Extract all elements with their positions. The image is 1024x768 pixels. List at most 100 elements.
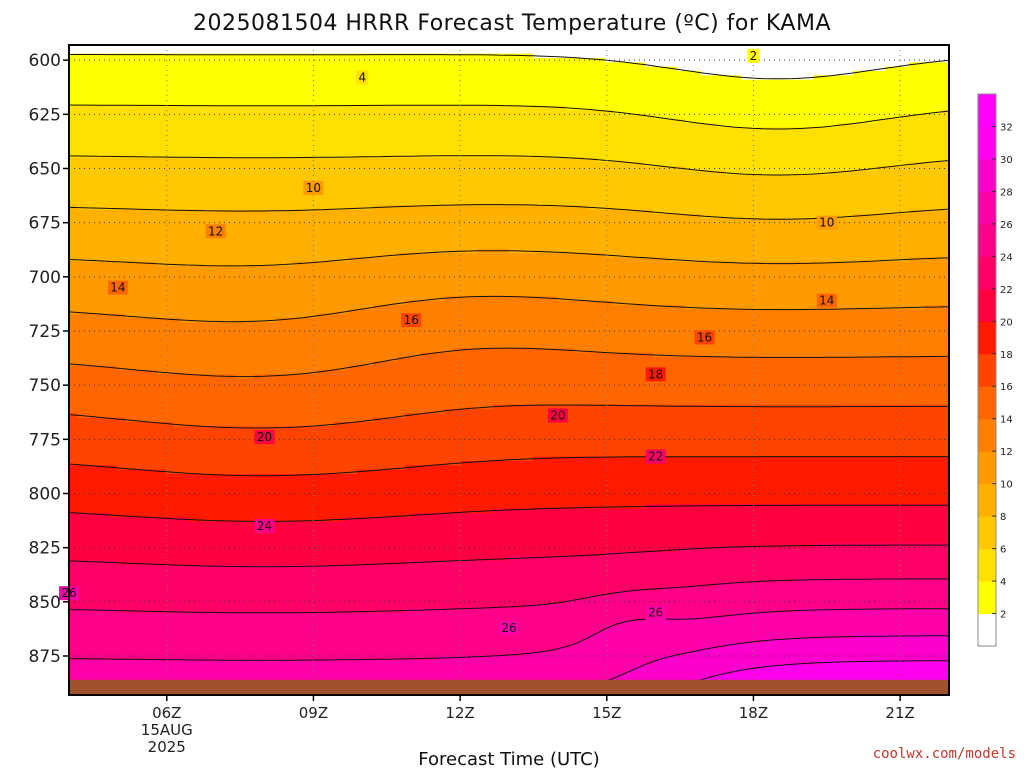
- temperature-cell: [933, 58, 942, 64]
- temperature-cell: [69, 49, 78, 55]
- temperature-cell: [557, 66, 566, 72]
- temperature-cell: [477, 66, 486, 72]
- temperature-cell: [517, 170, 526, 176]
- temperature-cell: [661, 222, 670, 228]
- temperature-cell: [421, 75, 430, 81]
- temperature-cell: [333, 175, 342, 181]
- temperature-cell: [725, 114, 734, 120]
- temperature-cell: [421, 179, 430, 185]
- temperature-cell: [581, 222, 590, 228]
- temperature-cell: [909, 118, 918, 124]
- temperature-cell: [557, 92, 566, 98]
- temperature-cell: [581, 205, 590, 211]
- temperature-cell: [93, 53, 102, 59]
- temperature-cell: [421, 49, 430, 55]
- temperature-cell: [149, 162, 158, 168]
- temperature-cell: [917, 62, 926, 68]
- temperature-cell: [757, 105, 766, 111]
- temperature-cell: [333, 131, 342, 137]
- temperature-cell: [805, 71, 814, 77]
- temperature-cell: [669, 175, 678, 181]
- temperature-cell: [461, 66, 470, 72]
- temperature-cell: [245, 114, 254, 120]
- temperature-cell: [373, 149, 382, 155]
- temperature-cell: [853, 45, 862, 51]
- temperature-cell: [741, 209, 750, 215]
- temperature-cell: [229, 183, 238, 189]
- temperature-cell: [605, 53, 614, 59]
- temperature-cell: [245, 227, 254, 233]
- temperature-cell: [381, 53, 390, 59]
- temperature-cell: [85, 227, 94, 233]
- temperature-cell: [269, 45, 278, 51]
- temperature-cell: [125, 231, 134, 237]
- temperature-cell: [845, 227, 854, 233]
- temperature-cell: [861, 105, 870, 111]
- temperature-cell: [565, 153, 574, 159]
- temperature-cell: [557, 53, 566, 59]
- temperature-cell: [277, 127, 286, 133]
- temperature-cell: [125, 170, 134, 176]
- temperature-cell: [629, 231, 638, 237]
- temperature-cell: [245, 214, 254, 220]
- temperature-cell: [573, 231, 582, 237]
- temperature-cell: [381, 175, 390, 181]
- temperature-cell: [205, 214, 214, 220]
- temperature-cell: [517, 92, 526, 98]
- temperature-cell: [301, 136, 310, 142]
- temperature-cell: [933, 209, 942, 215]
- temperature-cell: [789, 75, 798, 81]
- temperature-cell: [389, 192, 398, 198]
- temperature-cell: [933, 201, 942, 207]
- temperature-cell: [373, 101, 382, 107]
- temperature-cell: [93, 222, 102, 228]
- temperature-cell: [621, 75, 630, 81]
- temperature-cell: [909, 231, 918, 237]
- temperature-cell: [437, 101, 446, 107]
- temperature-cell: [917, 214, 926, 220]
- temperature-cell: [469, 188, 478, 194]
- temperature-cell: [869, 218, 878, 224]
- temperature-cell: [157, 136, 166, 142]
- temperature-cell: [317, 62, 326, 68]
- temperature-cell: [901, 110, 910, 116]
- temperature-cell: [845, 222, 854, 228]
- temperature-cell: [637, 235, 646, 241]
- temperature-cell: [125, 66, 134, 72]
- temperature-cell: [813, 179, 822, 185]
- temperature-cell: [109, 214, 118, 220]
- temperature-cell: [581, 110, 590, 116]
- temperature-cell: [685, 222, 694, 228]
- temperature-cell: [237, 84, 246, 90]
- temperature-cell: [733, 209, 742, 215]
- temperature-cell: [621, 105, 630, 111]
- temperature-cell: [773, 140, 782, 146]
- temperature-cell: [613, 49, 622, 55]
- temperature-cell: [413, 118, 422, 124]
- temperature-cell: [461, 188, 470, 194]
- temperature-cell: [717, 97, 726, 103]
- temperature-cell: [773, 157, 782, 163]
- temperature-cell: [829, 84, 838, 90]
- temperature-cell: [173, 144, 182, 150]
- temperature-cell: [621, 201, 630, 207]
- temperature-cell: [413, 58, 422, 64]
- temperature-cell: [765, 105, 774, 111]
- temperature-cell: [165, 179, 174, 185]
- temperature-cell: [485, 235, 494, 241]
- temperature-cell: [621, 218, 630, 224]
- temperature-cell: [109, 140, 118, 146]
- temperature-cell: [909, 123, 918, 129]
- temperature-cell: [85, 49, 94, 55]
- temperature-cell: [389, 149, 398, 155]
- temperature-cell: [453, 157, 462, 163]
- temperature-cell: [389, 175, 398, 181]
- temperature-cell: [549, 192, 558, 198]
- temperature-cell: [373, 170, 382, 176]
- temperature-cell: [941, 205, 950, 211]
- temperature-cell: [773, 71, 782, 77]
- temperature-cell: [629, 196, 638, 202]
- temperature-cell: [645, 79, 654, 85]
- temperature-cell: [125, 75, 134, 81]
- temperature-cell: [885, 79, 894, 85]
